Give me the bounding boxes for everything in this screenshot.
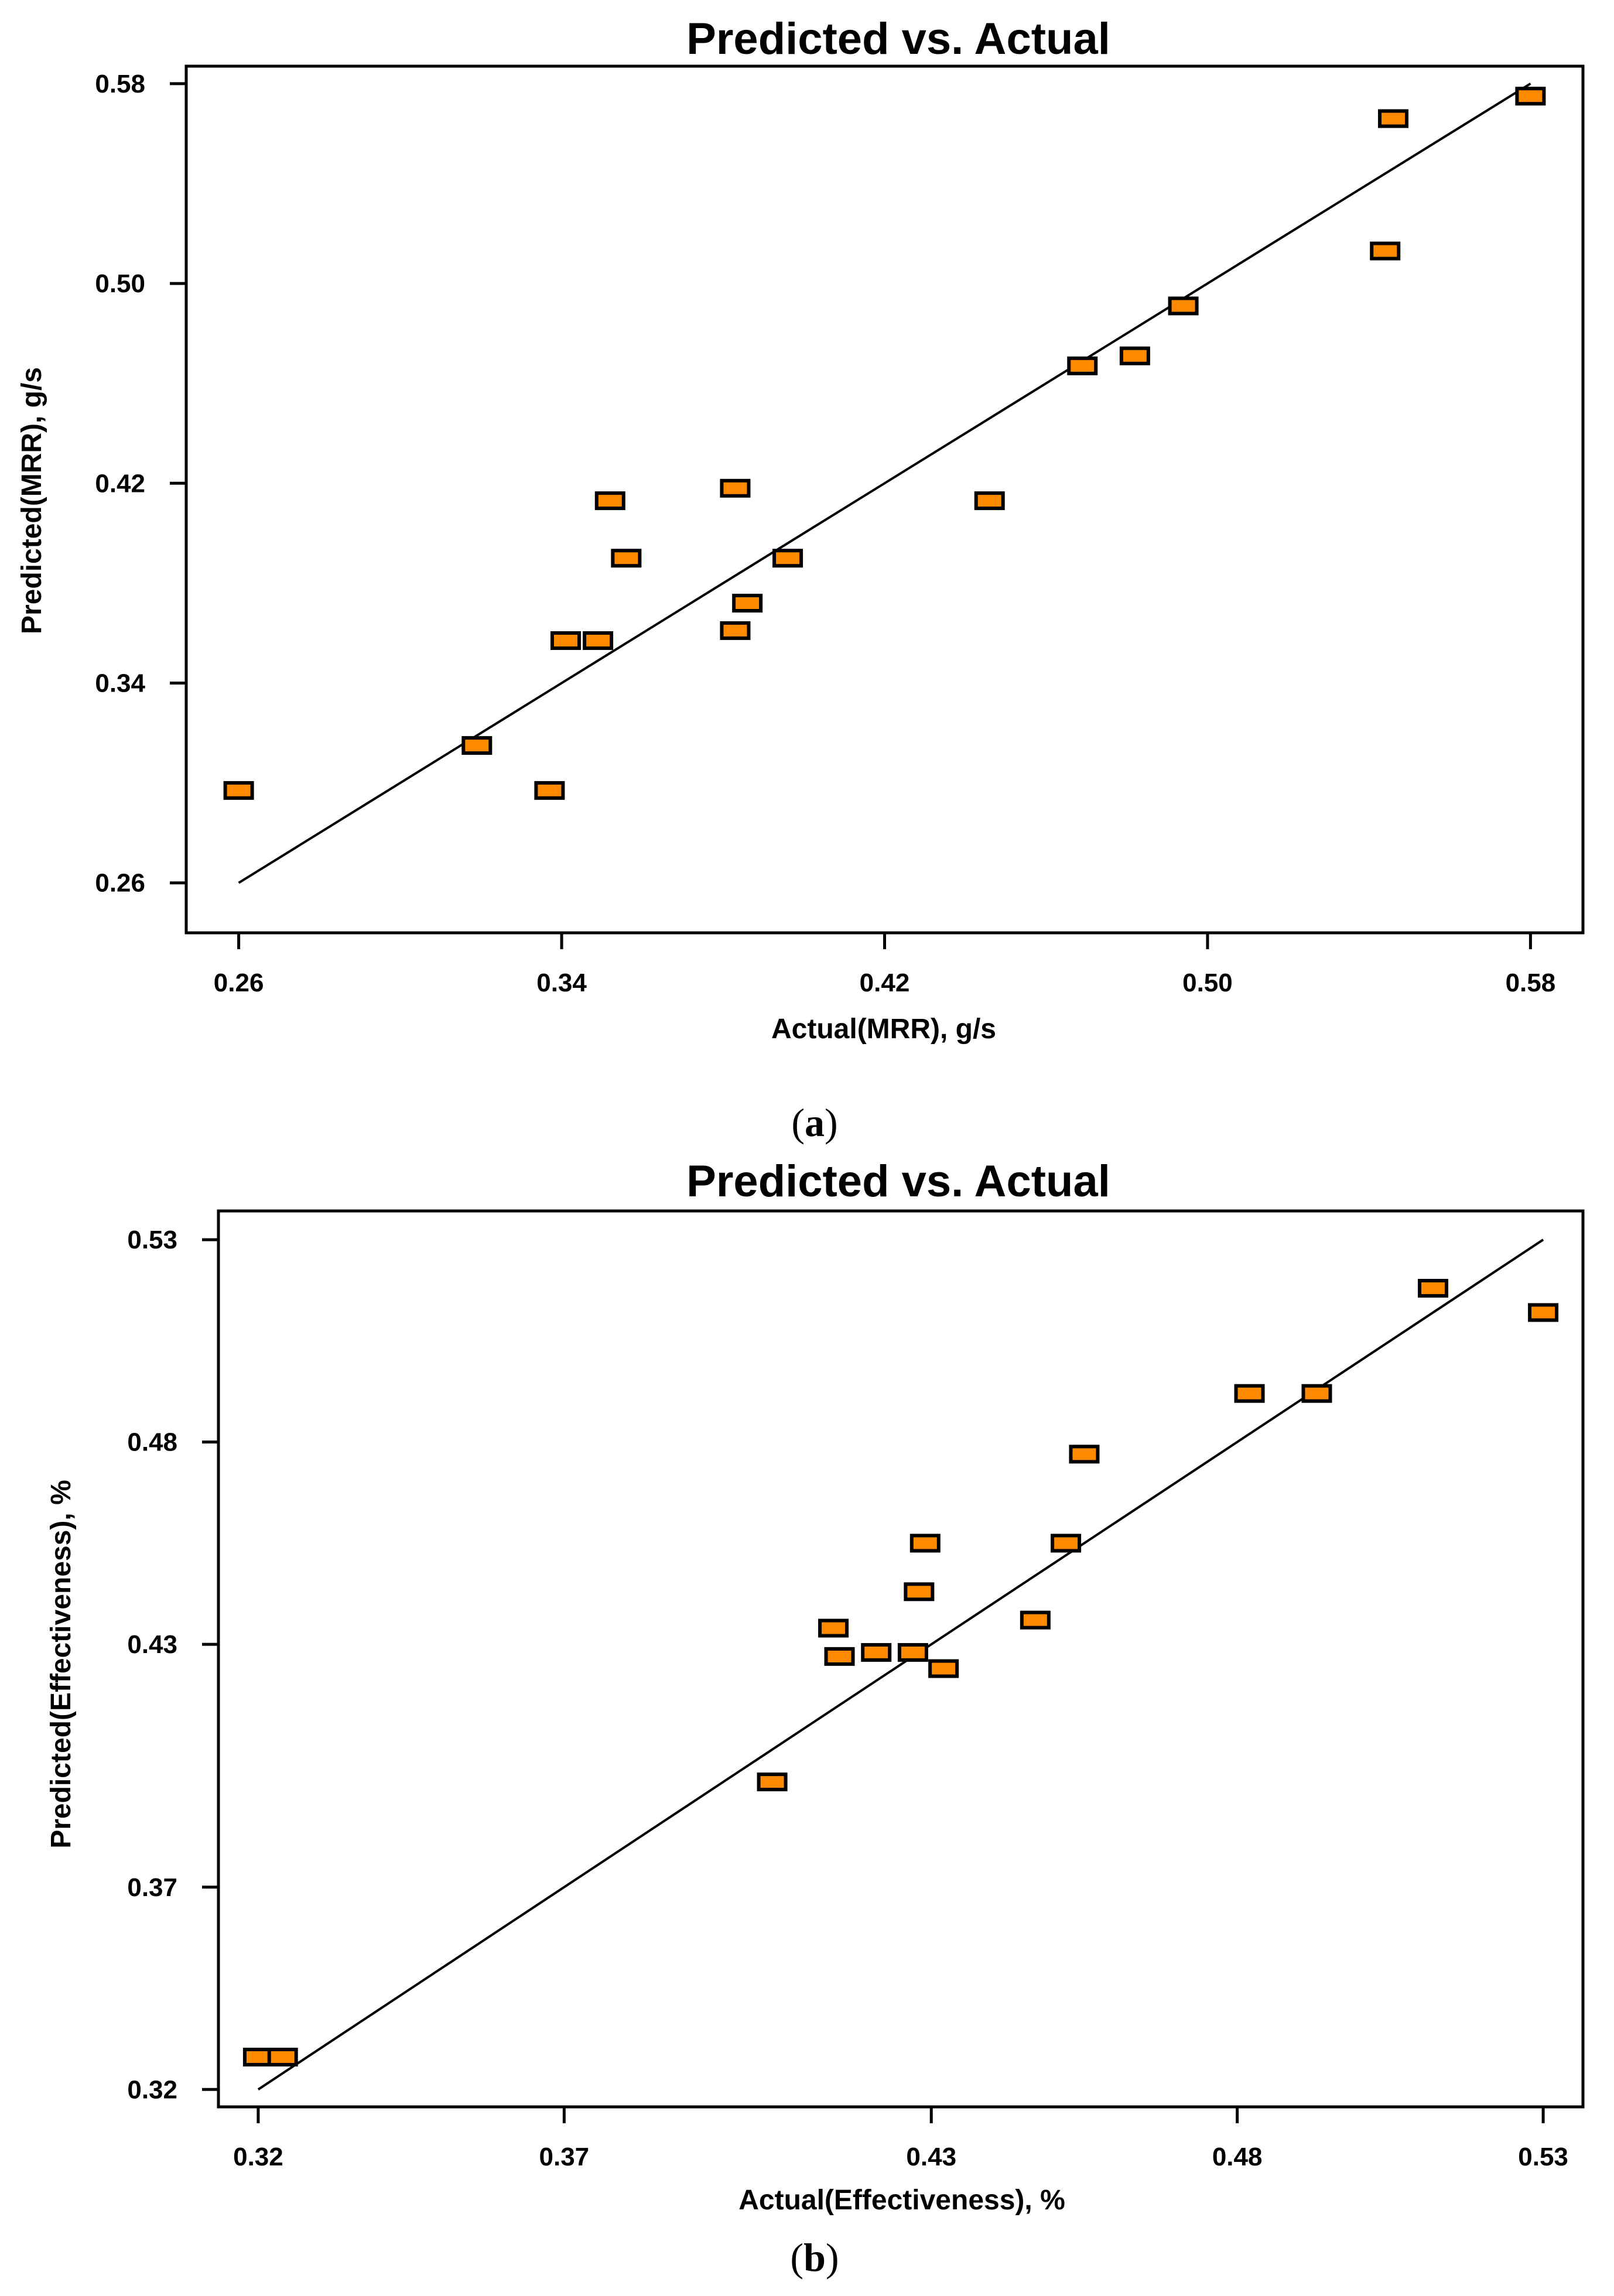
y-axis-label: Predicted(Effectiveness), % [46, 1480, 77, 1849]
data-point [861, 1643, 892, 1662]
panel-caption: (b) [790, 2235, 839, 2280]
fit-line [257, 1238, 1544, 2090]
y-axis-ticks [170, 82, 186, 885]
data-point [720, 478, 751, 498]
y-axis-label: Predicted(MRR), g/s [16, 367, 47, 634]
data-point [974, 491, 1005, 511]
data-point [461, 736, 493, 755]
data-point [223, 781, 254, 800]
data-point [732, 594, 763, 613]
data-point [550, 631, 581, 650]
chart-title: Predicted vs. Actual [686, 14, 1110, 64]
x-axis-ticks [237, 933, 1532, 949]
data-point [1234, 1384, 1265, 1403]
data-point [1370, 241, 1401, 261]
x-axis-ticks [257, 2107, 1545, 2123]
y-tick-label: 0.48 [127, 1428, 177, 1457]
x-tick-label: 0.58 [1506, 969, 1556, 997]
y-tick-label: 0.43 [127, 1630, 177, 1659]
plot-frame [184, 64, 1585, 935]
y-tick-label: 0.53 [127, 1226, 177, 1254]
data-point [720, 621, 751, 640]
x-tick-label: 0.50 [1182, 969, 1233, 997]
data-point [909, 1534, 941, 1553]
data-point [1067, 356, 1098, 375]
data-point [897, 1643, 928, 1662]
data-point [1528, 1303, 1559, 1322]
x-tick-labels: 0.32 0.37 0.43 0.48 0.53 [233, 2143, 1568, 2171]
chart-panel-a: Predicted vs. Actual 0.26 0.34 0.42 0.50 0.5… [16, 14, 1585, 1145]
data-points [242, 1278, 1559, 2066]
data-point [594, 491, 625, 511]
data-point [904, 1582, 935, 1602]
fit-line [238, 83, 1531, 884]
data-point [757, 1773, 788, 1792]
x-tick-label: 0.34 [536, 969, 587, 997]
data-points [223, 87, 1546, 800]
chart-panel-b: Predicted vs. Actual 0.32 0.37 0.43 0.48 0.5… [46, 1156, 1585, 2280]
y-tick-label: 0.37 [127, 1873, 177, 1902]
data-point [1020, 1610, 1051, 1630]
y-tick-labels: 0.26 0.34 0.42 0.50 0.58 [95, 70, 145, 898]
y-axis-ticks [202, 1238, 218, 2091]
data-point [1069, 1445, 1100, 1464]
data-point [824, 1647, 855, 1666]
x-tick-labels: 0.26 0.34 0.42 0.50 0.58 [214, 969, 1555, 997]
data-point [818, 1619, 849, 1638]
data-point [267, 2048, 298, 2066]
y-tick-label: 0.50 [95, 269, 145, 298]
data-point [611, 549, 642, 568]
data-point [928, 1659, 959, 1678]
data-point [583, 631, 614, 650]
y-tick-label: 0.42 [95, 469, 145, 498]
x-tick-label: 0.48 [1212, 2143, 1263, 2171]
x-tick-label: 0.26 [214, 969, 264, 997]
panel-caption: (a) [791, 1100, 837, 1145]
y-tick-labels: 0.32 0.37 0.43 0.48 0.53 [127, 1226, 177, 2104]
x-axis-label: Actual(MRR), g/s [771, 1014, 996, 1045]
x-tick-label: 0.32 [233, 2143, 283, 2171]
x-axis-label: Actual(Effectiveness), % [738, 2185, 1065, 2216]
y-tick-label: 0.32 [127, 2075, 177, 2104]
data-point [1301, 1384, 1332, 1403]
chart-title: Predicted vs. Actual [686, 1156, 1110, 1206]
data-point [1418, 1278, 1449, 1298]
y-tick-label: 0.34 [95, 669, 145, 697]
x-tick-label: 0.43 [906, 2143, 956, 2171]
y-tick-label: 0.26 [95, 869, 145, 898]
y-tick-label: 0.58 [95, 70, 145, 98]
data-point [1515, 87, 1546, 106]
x-tick-label: 0.37 [539, 2143, 590, 2171]
data-point [1378, 109, 1409, 128]
plot-frame [217, 1209, 1585, 2109]
data-point [534, 781, 565, 800]
x-tick-label: 0.53 [1518, 2143, 1568, 2171]
data-point [1051, 1534, 1082, 1553]
data-point [1168, 296, 1199, 316]
x-tick-label: 0.42 [860, 969, 910, 997]
data-point [772, 549, 803, 568]
data-point [1119, 346, 1150, 365]
